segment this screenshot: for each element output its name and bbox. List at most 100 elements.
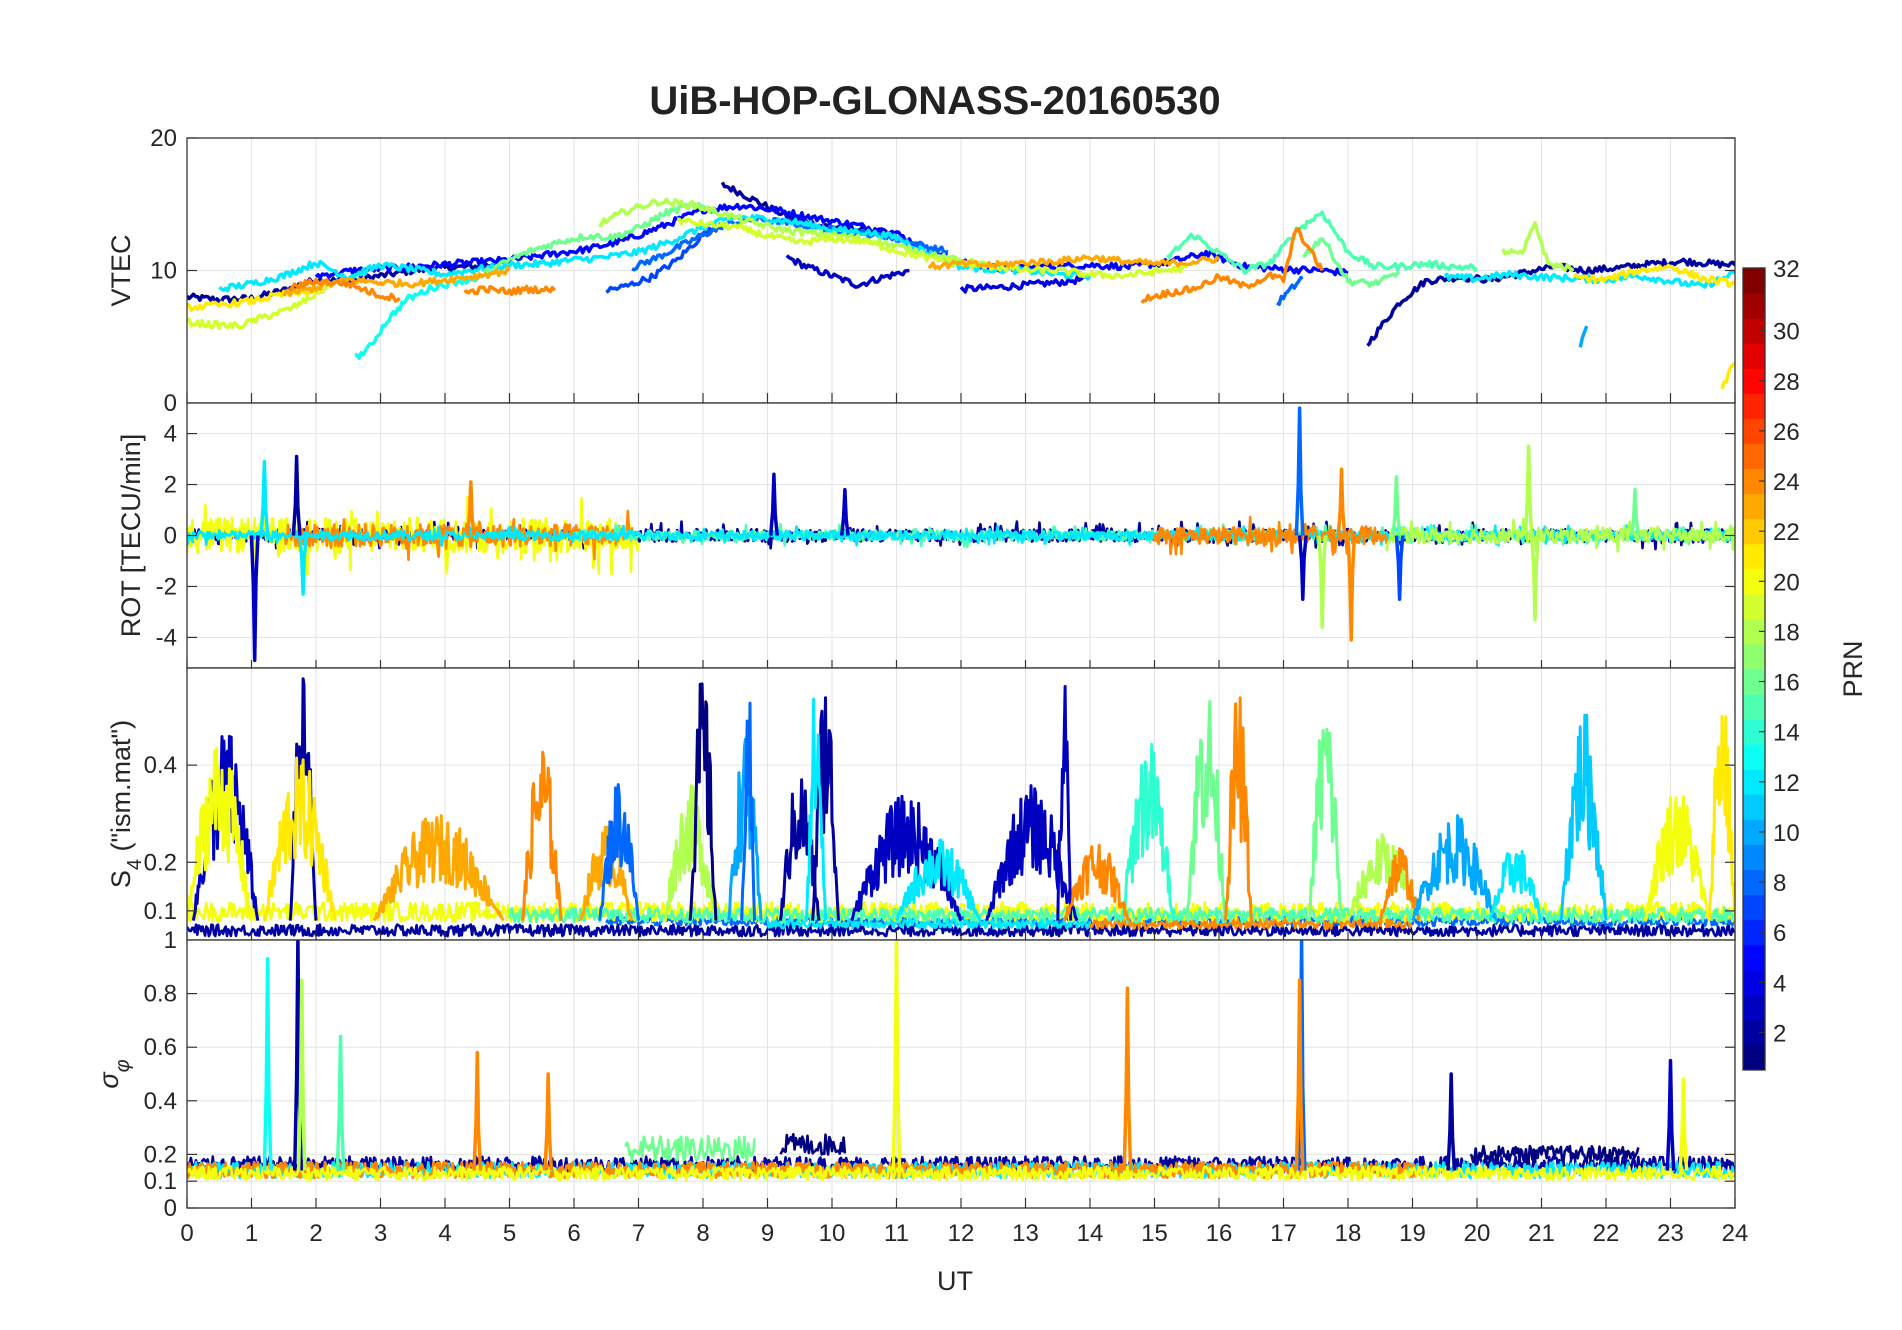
y-tick-label: 0.2 [144,1141,177,1168]
colorbar-segment [1743,894,1765,921]
spike [1446,1072,1457,1171]
colorbar-segment [1743,1044,1765,1071]
spike [1391,475,1402,536]
y-tick-label: 2 [164,472,177,499]
series-line [1572,263,1735,288]
colorbar-tick-label: 26 [1773,419,1800,446]
series-line [1276,275,1304,307]
scintillation-burst [1307,727,1343,921]
colorbar-segment [1743,618,1765,645]
scintillation-burst [1224,696,1253,921]
scintillation-burst [778,778,821,921]
x-tick-label: 24 [1722,1220,1749,1247]
spike [839,487,850,536]
colorbar-segment [1743,543,1765,570]
colorbar-tick-label: 4 [1773,970,1786,997]
series-line [314,202,1349,280]
spike [335,1034,346,1171]
spike [1523,444,1534,536]
chart-title: UiB-HOP-GLONASS-20160530 [649,79,1220,123]
colorbar-segment [1743,643,1765,670]
scintillation-burst [1559,713,1608,921]
series-line [1501,221,1575,272]
colorbar-tick-label: 16 [1773,670,1800,697]
scintillation-burst [1488,849,1543,922]
baseline-series [1088,916,1414,931]
scintillation-burst [662,784,718,921]
scintillation-burst [520,750,563,921]
colorbar-segment [1743,869,1765,896]
scintillation-burst [1062,843,1130,922]
colorbar-tick-label: 22 [1773,519,1800,546]
x-tick-label: 6 [567,1220,580,1247]
colorbar-segment [1743,468,1765,495]
colorbar-tick-label: 18 [1773,619,1800,646]
x-tick-label: 13 [1012,1220,1039,1247]
spike [1294,406,1305,536]
x-tick-label: 0 [180,1220,193,1247]
spike [1317,535,1328,629]
scintillation-burst [811,696,840,921]
scintillation-burst [1056,685,1073,921]
colorbar-tick-label: 30 [1773,319,1800,346]
scintillation-burst [1643,795,1711,922]
series-line [1140,226,1324,304]
scintillation-burst [1707,714,1735,921]
series-line [187,279,337,331]
rot-noise [1153,515,1388,556]
colorbar-segment [1743,994,1765,1021]
x-tick-label: 3 [374,1220,387,1247]
scintillation-burst [1185,700,1227,921]
x-tick-label: 2 [309,1220,322,1247]
spike [1394,535,1405,601]
y-tick-label: 0.1 [144,1168,177,1195]
colorbar-segment [1743,568,1765,595]
series-line [1720,361,1735,390]
scintillation-burst [1411,814,1498,922]
y-tick-label: 0.8 [144,981,177,1008]
y-tick-label: 0.4 [144,752,177,779]
spike [249,535,260,663]
colorbar-tick-label: 20 [1773,569,1800,596]
spike [1530,535,1541,622]
series-line [288,277,401,303]
series-line [1443,269,1735,289]
colorbar-segment [1743,518,1765,545]
y-tick-label: -2 [156,573,177,600]
x-tick-label: 20 [1464,1220,1491,1247]
series-line [598,197,989,268]
series-line [677,217,1189,280]
x-tick-label: 15 [1141,1220,1168,1247]
series-line [463,284,557,297]
x-tick-label: 11 [884,1220,909,1247]
x-tick-label: 12 [948,1220,975,1247]
y-tick-label: -4 [156,624,177,651]
colorbar-tick-label: 24 [1773,469,1800,496]
spike [891,940,902,1171]
baseline-series [779,1133,847,1156]
spike [1665,1058,1676,1171]
colorbar-segment [1743,969,1765,996]
y-tick-label: 0.2 [144,849,177,876]
colorbar-tick-label: 32 [1773,256,1800,283]
series-group [187,181,1735,390]
colorbar-frame [1742,267,1766,1071]
y-tick-label: 0 [164,390,177,417]
colorbar-tick-label: 12 [1773,770,1800,797]
baseline-series [187,1165,1735,1182]
colorbar-segment [1743,769,1765,795]
y-axis-label: ROT [TECU/min] [116,434,146,638]
colorbar-segment [1743,593,1765,620]
colorbar-segment [1743,343,1765,369]
x-tick-label: 5 [503,1220,516,1247]
colorbar-segment [1743,819,1765,845]
spike [472,1050,483,1171]
colorbar-segment [1743,368,1765,394]
spike [1678,1077,1689,1171]
spike [262,957,273,1171]
scintillation-burst [985,784,1079,922]
x-tick-label: 23 [1657,1220,1684,1247]
subplot-2: -4 -2 0 2 4 0 ROT [TECU/min] [116,390,1736,669]
